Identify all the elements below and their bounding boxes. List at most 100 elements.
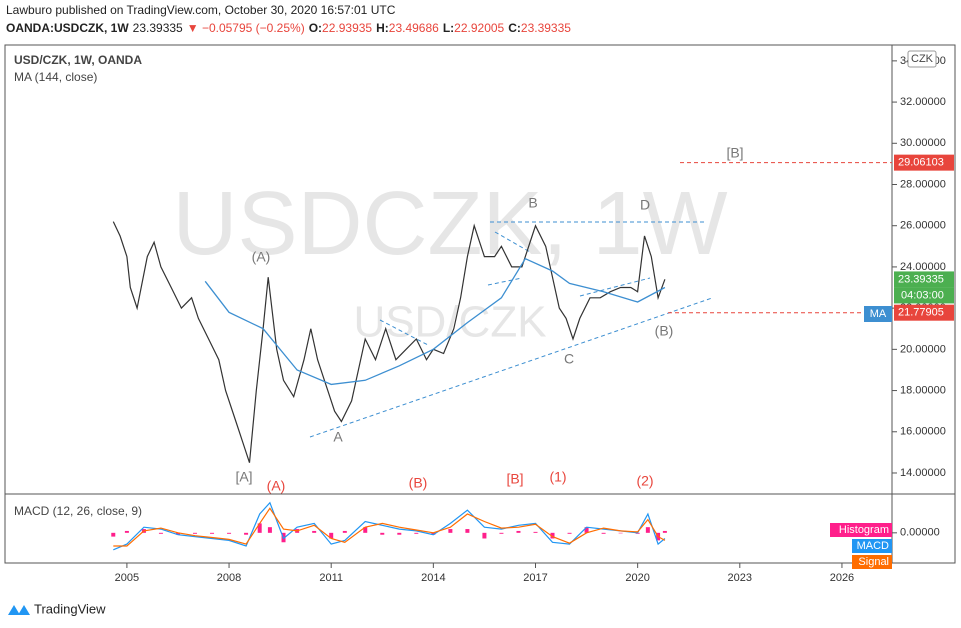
y-tick-label: 28.00000 [900,178,946,190]
macd-line [113,507,666,547]
legend-box [852,539,892,553]
header-item: C: [508,21,521,35]
ma-legend: MA (144, close) [14,70,97,84]
header-item: 23.49686 [389,21,439,35]
legend-label: Signal [858,556,889,568]
histogram-bar [312,530,317,533]
legend-box [830,523,892,537]
countdown-box [894,287,954,304]
histogram-bar [175,532,180,535]
y-tick-label: 14.00000 [900,467,946,479]
histogram-bar [516,530,521,533]
histogram-bar [244,532,249,535]
header-item: 23.39335 [133,21,183,35]
histogram-bar [645,527,650,533]
wave-label: A [333,429,343,445]
histogram-bar [431,532,436,535]
histogram-bar [363,527,368,533]
y-tick-label: 20.00000 [900,343,946,355]
logo [8,605,30,615]
header-item: L: [443,21,454,35]
histogram-bar [380,532,385,535]
header-item: OANDA:USDCZK, 1W [6,21,129,35]
histogram-bar [257,523,262,533]
histogram-bar [397,532,402,535]
histogram-bar [618,532,623,534]
ma-label-box [864,306,892,322]
watermark: USDCZK, 1W [172,174,727,274]
macd-legend: MACD (12, 26, close, 9) [14,504,142,518]
y-tick-label: 26.00000 [900,220,946,232]
price-line [204,257,666,386]
header-line: Lawburo published on TradingView.com, Oc… [6,3,396,17]
currency-box [907,50,937,68]
x-tick-label: 2008 [217,572,241,584]
legend-box [852,555,892,569]
wave-label: [B] [506,471,523,487]
header-item: ▼ −0.05795 (−0.25%) [187,21,305,35]
header-item: O: [309,21,322,35]
histogram-bar [465,529,470,533]
x-tick-label: 2014 [421,572,445,584]
wave-label: [B] [726,145,743,161]
wave-label: [A] [235,469,252,485]
price-label: 21.77905 [898,307,944,319]
x-tick-label: 2020 [625,572,649,584]
y-tick-label: 18.00000 [900,384,946,396]
y-tick-label: 30.00000 [900,137,946,149]
histogram-bar [550,532,555,539]
currency: CZK [911,53,934,65]
histogram-bar [267,527,272,533]
histogram-bar [448,529,453,533]
histogram-bar [482,532,487,539]
histogram-bar [124,530,129,533]
trend-lines [309,221,713,438]
histogram-bar [192,532,197,534]
histogram-bar [227,532,232,534]
price-label-box [894,271,954,288]
frame [4,44,956,564]
histogram-bar [329,532,334,539]
header-item: 22.92005 [454,21,504,35]
wave-label: (B) [655,323,674,339]
legend-label: MACD [857,540,889,552]
countdown: 04:03:00 [901,289,944,301]
histogram-bar [584,527,589,533]
histogram-bar [158,532,163,534]
header-item: H: [376,21,389,35]
x-tick-label: 2017 [523,572,547,584]
wave-label: (B) [409,475,428,491]
x-tick-label: 2023 [728,572,752,584]
histogram-bar [210,532,215,534]
macd-line [113,501,666,551]
histogram-bar [533,531,538,533]
y-tick-label: 32.00000 [900,96,946,108]
x-tick-label: 2011 [319,572,343,584]
price-line [112,221,666,463]
wave-label: (A) [252,249,271,265]
histogram-bar [499,532,504,534]
histogram-bar [342,530,347,533]
wave-label: (2) [636,473,653,489]
price-label-box [894,154,954,171]
y-tick-label: 24.00000 [900,261,946,273]
histogram-bar [662,530,667,533]
histogram-bar [601,532,606,534]
price-label: 29.06103 [898,157,944,169]
ma-label: MA [870,308,887,320]
header-item: 23.39335 [521,21,571,35]
x-tick-label: 2005 [115,572,139,584]
price-label: 23.39335 [898,273,944,285]
histogram-bar [567,532,572,534]
wave-label: (1) [549,469,566,485]
legend-label: Histogram [839,524,889,536]
histogram-bar [111,532,116,537]
wave-label: (A) [267,478,286,494]
y-tick-label: 0.00000 [900,527,940,539]
wave-label: B [528,195,537,211]
chart-title: USD/CZK, 1W, OANDA [14,53,142,67]
price-label-box [894,304,954,321]
y-tick-label: 16.00000 [900,426,946,438]
